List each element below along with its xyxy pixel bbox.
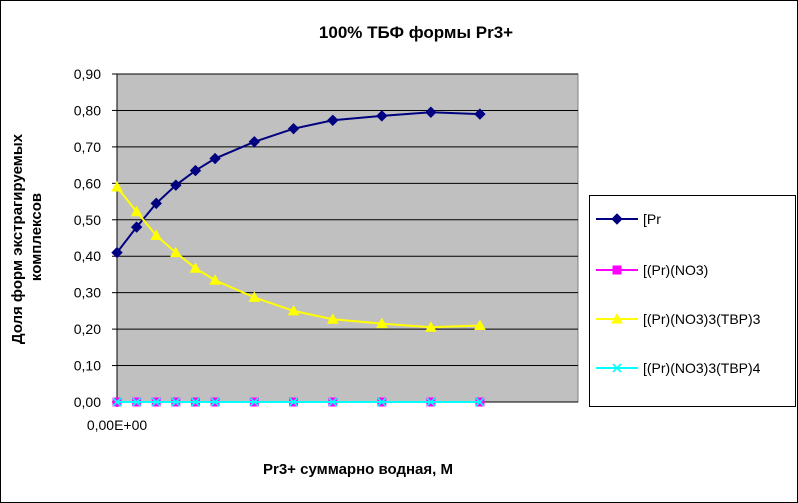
y-tick-label: 0,60 [74,175,101,191]
series-layer [111,106,486,407]
data-point [130,205,143,217]
data-point [151,397,161,407]
data-point [111,180,123,192]
data-point [426,397,436,407]
legend-label: [(Pr)(NO3)3(TBP)3 [643,311,761,327]
data-point [475,397,485,407]
data-point [112,397,122,407]
data-point [130,221,143,233]
y-tick-label: 0,70 [74,139,101,155]
data-point [170,246,182,258]
y-axis-title-line-2: комплексов [28,193,45,281]
legend-label: [Pr [643,211,661,227]
gridlines [117,73,578,367]
x-tick-label: 0,00E+00 [87,417,148,433]
data-point [611,312,623,324]
data-point [170,179,182,191]
data-point [248,136,261,148]
data-point [376,110,388,122]
data-point [612,363,622,373]
data-point [287,122,300,135]
y-tick-label: 0,10 [74,358,101,374]
y-tick-label: 0,30 [74,285,101,301]
data-point [209,274,221,285]
data-point [150,229,163,240]
y-axis-ticks: 0,00 0,10 0,20 0,30 0,40 0,50 0,60 0,70 0,80 0,90 [74,66,117,410]
data-point [326,313,339,324]
data-point [611,213,623,225]
y-tick-label: 0,90 [74,66,101,82]
data-point [209,152,221,165]
chart-title: 100% ТБФ формы Pr3+ [319,23,513,42]
data-point [189,262,202,273]
legend-item: [(Pr)(NO3)3(TBP)3 [596,311,761,327]
data-point [327,114,339,126]
data-point [474,319,486,330]
data-point [377,397,387,407]
data-point [210,397,220,407]
data-point [612,265,622,275]
legend-label: [(Pr)(NO3)3(TBP)4 [643,360,761,376]
data-point [132,397,142,407]
y-axis-title: Доля форм экстрагируемых комплексов [9,130,45,344]
data-point [150,197,162,210]
legend-item: [(Pr)(NO3)3(TBP)4 [596,360,761,376]
data-point [249,397,259,407]
data-point [425,321,437,332]
series-line [116,186,480,329]
x-axis-title: Pr3+ суммарно водная, М [263,461,453,478]
data-point [111,246,123,259]
y-tick-label: 0,40 [74,248,101,264]
legend-item: [Pr [596,211,661,227]
legend [589,195,796,407]
data-point [190,397,201,407]
y-axis-title-line-1: Доля форм экстрагируемых [9,133,26,344]
legend-items: [Pr [(Pr)(NO3) [(Pr)(NO3)3(TBP)3 [(Pr)(NO3)… [596,211,761,376]
data-point [288,397,299,407]
data-point [189,164,202,177]
data-point [474,108,486,120]
series-2 [111,180,486,332]
data-point [375,317,388,329]
series-3 [112,397,485,407]
data-point [171,397,181,407]
y-tick-label: 0,80 [74,102,101,118]
series-0 [111,106,486,259]
plot-area [116,73,579,403]
y-tick-label: 0,20 [74,321,101,337]
data-point [328,397,338,407]
data-point [287,304,300,316]
data-point [248,291,261,302]
series-line [116,111,480,254]
y-tick-label: 0,00 [74,394,101,410]
legend-label: [(Pr)(NO3) [643,262,708,278]
legend-item: [(Pr)(NO3) [596,262,708,278]
data-point [425,106,437,118]
y-tick-label: 0,50 [74,212,101,228]
